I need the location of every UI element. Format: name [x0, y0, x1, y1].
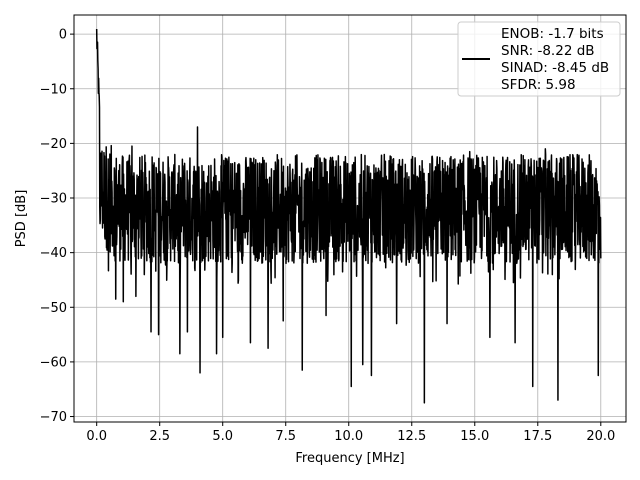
x-tick-label: 15.0 [460, 429, 489, 444]
legend-sinad: SINAD: -8.45 dB [501, 60, 609, 76]
x-tick-label: 7.5 [275, 429, 296, 444]
y-axis-label: PSD [dB] [14, 190, 29, 248]
y-axis-ticks: 0 −10 −20 −30 −40 −50 −60 −70 [40, 28, 74, 425]
x-tick-label: 10.0 [334, 429, 363, 444]
x-tick-label: 5.0 [212, 429, 233, 444]
x-tick-label: 2.5 [149, 429, 170, 444]
x-axis-label: Frequency [MHz] [295, 451, 404, 466]
psd-trace [95, 29, 602, 404]
x-tick-label: 12.5 [397, 429, 426, 444]
legend-box [457, 21, 621, 97]
y-tick-label: −40 [40, 246, 67, 261]
x-tick-label: 0.0 [86, 429, 107, 444]
x-tick-label: 20.0 [586, 429, 615, 444]
y-tick-label: 0 [59, 28, 67, 43]
y-tick-label: −20 [40, 137, 67, 152]
plot-frame [73, 14, 627, 423]
x-axis-ticks: 0.0 2.5 5.0 7.5 10.0 12.5 15.0 17.5 20.0 [86, 422, 615, 444]
psd-series [95, 29, 602, 404]
x-tick-label: 17.5 [523, 429, 552, 444]
y-tick-label: −30 [40, 192, 67, 207]
legend-sfdr: SFDR: 5.98 [501, 77, 576, 93]
y-tick-label: −10 [40, 82, 67, 97]
y-tick-label: −60 [40, 355, 67, 370]
legend-enob: ENOB: -1.7 bits [501, 26, 604, 42]
y-tick-label: −50 [40, 301, 67, 316]
y-tick-label: −70 [40, 410, 67, 425]
legend-snr: SNR: -8.22 dB [501, 43, 595, 59]
legend: ENOB: -1.7 bits SNR: -8.22 dB SINAD: -8.… [457, 21, 621, 97]
